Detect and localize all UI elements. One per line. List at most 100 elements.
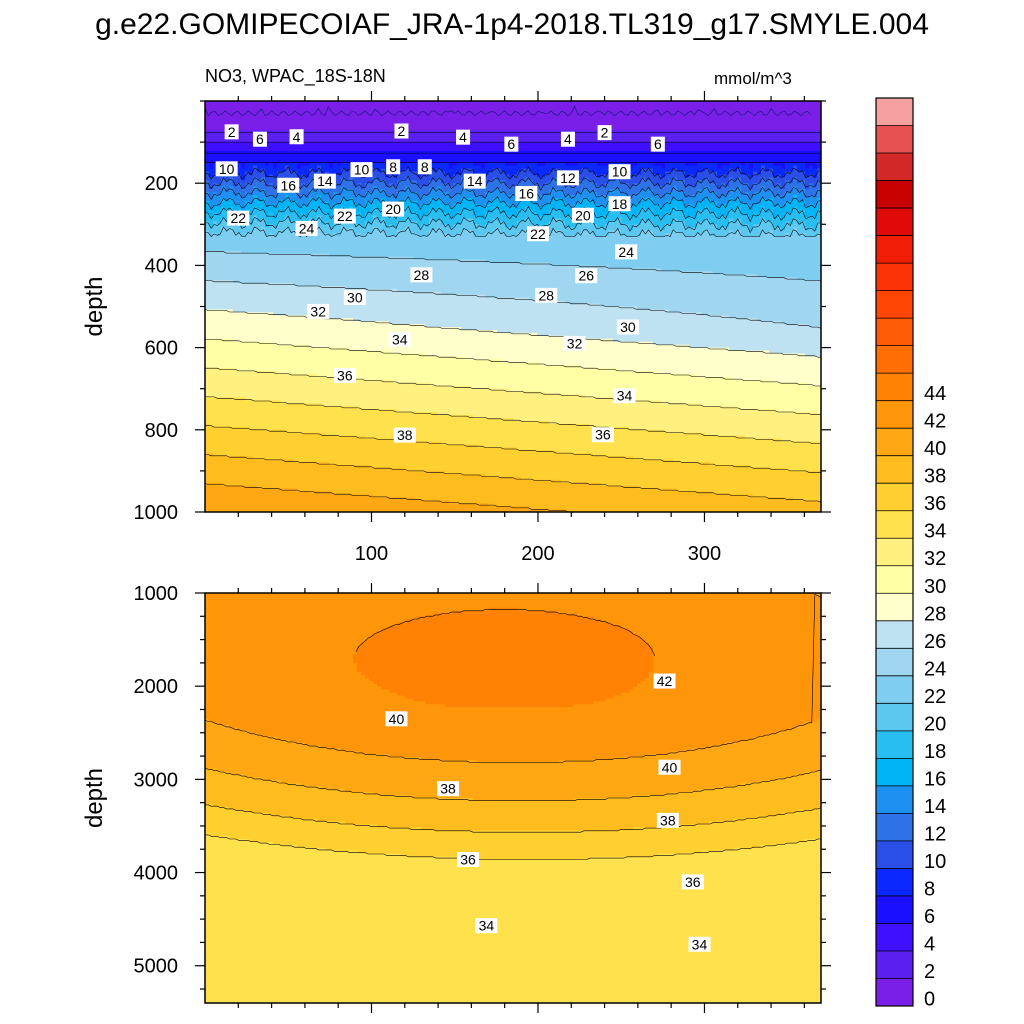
- contour-fill-cell: [553, 177, 558, 181]
- contour-fill-cell: [209, 192, 214, 196]
- contour-fill-cell: [205, 385, 470, 390]
- contour-fill-cell: [205, 106, 821, 111]
- contour-fill-cell: [289, 815, 758, 820]
- contour-fill-cell: [217, 212, 222, 217]
- contour-fill-cell: [545, 162, 566, 167]
- contour-fill-cell: [353, 189, 374, 193]
- contour-fill-cell: [261, 168, 266, 173]
- contour-fill-cell: [741, 209, 762, 214]
- contour-fill-cell: [521, 476, 821, 481]
- contour-label: 8: [389, 159, 397, 175]
- contour-fill-cell: [549, 189, 562, 193]
- contour-fill-cell: [385, 174, 390, 178]
- contour-fill-cell: [717, 174, 722, 178]
- contour-fill-cell: [397, 165, 418, 170]
- contour-fill-cell: [217, 768, 821, 773]
- contour-fill-cell: [409, 230, 430, 234]
- contour-fill-cell: [765, 206, 794, 211]
- contour-fill-cell: [521, 230, 530, 234]
- contour-fill-cell: [785, 171, 806, 175]
- contour-fill-cell: [609, 209, 622, 214]
- contour-fill-cell: [577, 221, 594, 225]
- contour-fill-cell: [673, 218, 678, 222]
- contour-fill-cell: [233, 197, 254, 202]
- contour-fill-cell: [205, 391, 546, 396]
- contour-fill-cell: [677, 189, 698, 193]
- contour-fill-cell: [741, 180, 762, 184]
- contour-fill-cell: [421, 215, 450, 220]
- contour-fill-cell: [449, 165, 454, 170]
- contour-fill-cell: [297, 212, 302, 217]
- contour-line: [205, 196, 821, 210]
- contour-fill-cell: [309, 194, 318, 199]
- contour-fill-cell: [557, 610, 821, 615]
- contour-fill-cell: [533, 200, 550, 205]
- contour-fill-cell: [205, 713, 821, 717]
- contour-label-box: [215, 161, 238, 177]
- contour-fill-cell: [453, 215, 482, 220]
- contour-fill-cell: [753, 194, 782, 199]
- contour-fill-cell: [205, 177, 222, 181]
- contour-fill-cell: [205, 865, 821, 869]
- colorbar-label: 20: [924, 713, 946, 735]
- contour-fill-cell: [805, 203, 810, 208]
- contour-fill-cell: [221, 200, 234, 205]
- contour-fill-cell: [797, 227, 806, 231]
- contour-fill-cell: [285, 227, 290, 231]
- contour-fill-cell: [673, 221, 686, 225]
- contour-fill-cell: [205, 891, 821, 896]
- contour-fill-cell: [205, 695, 406, 700]
- colorbar-swatch: [876, 428, 913, 456]
- contour-label: 10: [354, 162, 370, 178]
- contour-fill-cell: [205, 631, 378, 635]
- contour-fill-cell: [313, 315, 730, 319]
- contour-fill-cell: [757, 274, 821, 278]
- contour-fill-cell: [209, 183, 214, 187]
- contour-fill-cell: [365, 203, 386, 208]
- contour-label-box: [681, 874, 704, 890]
- contour-fill-cell: [473, 233, 486, 237]
- contour-fill-cell: [205, 162, 210, 167]
- contour-fill-cell: [205, 598, 821, 603]
- contour-fill-cell: [593, 209, 610, 214]
- contour-fill-cell: [261, 218, 266, 222]
- contour-fill-cell: [417, 224, 422, 228]
- contour-fill-cell: [485, 192, 506, 196]
- contour-fill-cell: [281, 400, 662, 404]
- contour-fill-cell: [717, 165, 722, 170]
- contour-fill-cell: [309, 233, 330, 237]
- contour-fill-cell: [721, 174, 750, 178]
- contour-fill-cell: [205, 809, 250, 814]
- contour-fill-cell: [429, 162, 450, 167]
- contour-fill-cell: [305, 742, 726, 746]
- contour-fill-cell: [629, 628, 821, 632]
- contour-fill-cell: [325, 847, 734, 852]
- contour-fill-cell: [737, 406, 821, 410]
- contour-fill-cell: [205, 836, 230, 840]
- contour-fill-cell: [517, 200, 534, 205]
- contour-fill-cell: [401, 438, 782, 443]
- contour-fill-cell: [425, 224, 430, 228]
- contour-fill-cell: [297, 186, 302, 190]
- contour-fill-cell: [537, 162, 546, 167]
- contour-fill-cell: [597, 162, 610, 167]
- contour-fill-cell: [209, 718, 818, 723]
- contour-fill-cell: [205, 450, 558, 454]
- contour-fill-cell: [245, 177, 254, 181]
- contour-fill-cell: [349, 177, 354, 181]
- contour-label-box: [333, 368, 356, 384]
- contour-fill-cell: [265, 168, 286, 173]
- contour-fill-cell: [505, 162, 518, 167]
- contour-fill-cell: [461, 168, 474, 173]
- contour-fill-cell: [261, 189, 266, 193]
- contour-fill-cell: [665, 224, 686, 228]
- contour-fill-cell: [581, 365, 821, 369]
- contour-fill-cell: [229, 806, 818, 811]
- contour-fill-cell: [789, 180, 794, 184]
- contour-fill-cell: [321, 215, 330, 220]
- contour-fill-cell: [497, 206, 526, 211]
- contour-fill-cell: [633, 215, 662, 220]
- contour-fill-cell: [273, 341, 654, 346]
- contour-fill-cell: [409, 206, 438, 211]
